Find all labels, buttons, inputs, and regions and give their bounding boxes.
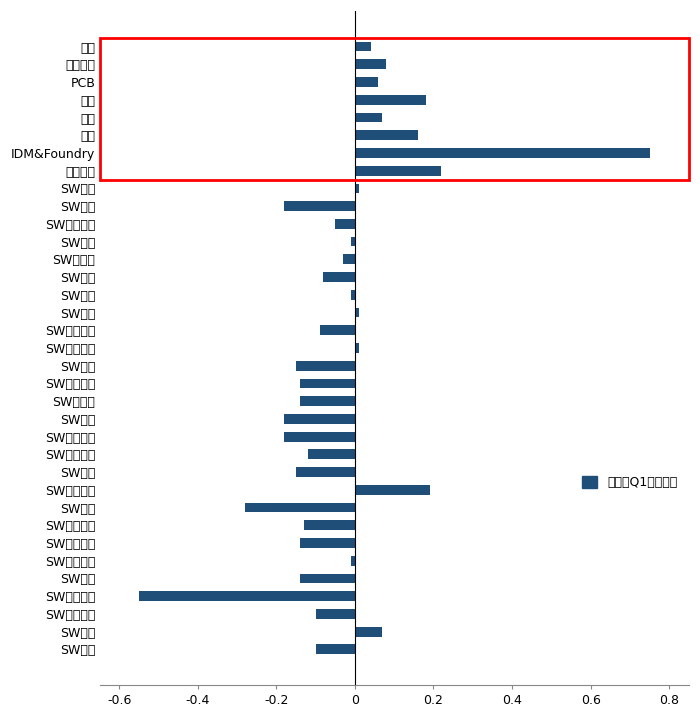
Bar: [284, 201, 355, 211]
Bar: [355, 184, 359, 193]
Bar: [296, 467, 355, 477]
Bar: [296, 361, 355, 370]
Bar: [304, 521, 355, 530]
Bar: [355, 42, 370, 52]
Bar: [355, 343, 359, 353]
Bar: [284, 432, 355, 442]
Bar: [300, 378, 355, 388]
Bar: [320, 325, 355, 335]
Bar: [355, 113, 382, 122]
Bar: [343, 254, 355, 264]
Bar: [316, 645, 355, 654]
Bar: [300, 538, 355, 548]
Bar: [300, 574, 355, 583]
Bar: [355, 78, 379, 87]
Legend: 各行业Q1收入增速: 各行业Q1收入增速: [578, 471, 682, 494]
Bar: [355, 131, 418, 140]
Bar: [308, 449, 355, 460]
Bar: [355, 485, 430, 495]
Bar: [139, 592, 355, 601]
Bar: [323, 272, 355, 282]
Bar: [355, 627, 382, 637]
Bar: [316, 609, 355, 619]
Bar: [351, 290, 355, 299]
Bar: [99, 38, 689, 180]
Bar: [351, 556, 355, 566]
Bar: [245, 503, 355, 513]
Bar: [355, 307, 359, 317]
Bar: [300, 396, 355, 406]
Bar: [355, 60, 386, 69]
Bar: [284, 414, 355, 424]
Bar: [355, 148, 650, 158]
Bar: [355, 166, 442, 176]
Bar: [355, 95, 426, 105]
Bar: [335, 219, 355, 229]
Bar: [351, 237, 355, 246]
